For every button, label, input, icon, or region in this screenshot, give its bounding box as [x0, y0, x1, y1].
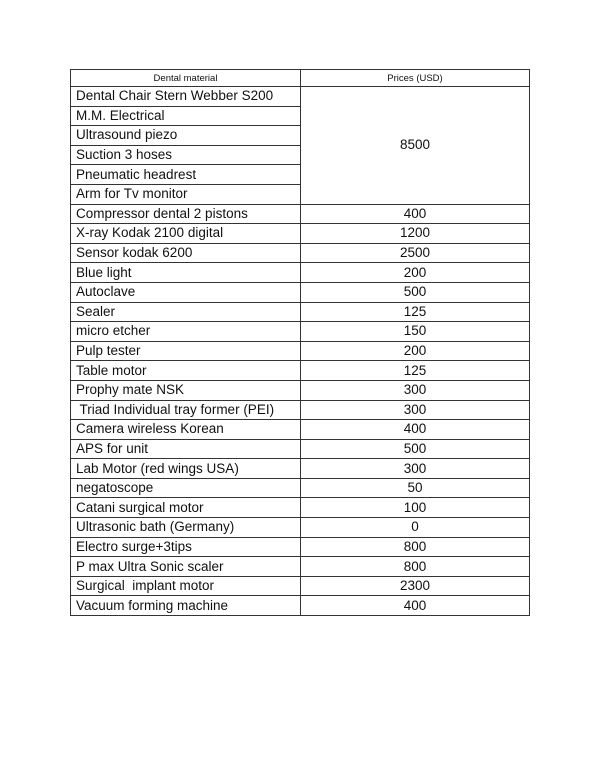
material-name: Lab Motor (red wings USA) [70, 458, 301, 479]
price-table: Dental material Prices (USD) Dental Chai… [70, 69, 530, 617]
material-name: Pulp tester [70, 340, 301, 362]
material-name: P max Ultra Sonic scaler [70, 556, 301, 577]
table-row: Triad Individual tray former (PEI) 300 [70, 399, 530, 421]
material-name: Surgical implant motor [70, 575, 301, 597]
material-name: Ultrasound piezo [70, 125, 301, 146]
table-row: Pulp tester 200 [70, 340, 530, 362]
table-row: negatoscope 50 [70, 477, 530, 499]
table-row: Ultrasonic bath (Germany) 0 [70, 517, 530, 538]
table-row: Catani surgical motor 100 [70, 497, 530, 519]
table-row: Lab Motor (red wings USA) 300 [70, 458, 530, 479]
price-value: 100 [300, 497, 530, 519]
material-name: Ultrasonic bath (Germany) [70, 517, 301, 538]
table-row: Camera wireless Korean 400 [70, 419, 530, 440]
material-name: Sealer [70, 301, 301, 323]
material-name: Electro surge+3tips [70, 536, 301, 558]
material-name: Sensor kodak 6200 [70, 242, 301, 264]
table-row: APS for unit 500 [70, 438, 530, 460]
material-name: Triad Individual tray former (PEI) [70, 399, 301, 421]
table-row: Dental Chair Stern Webber S200 8500 [70, 86, 530, 205]
material-name: Vacuum forming machine [70, 595, 301, 617]
price-value: 400 [300, 595, 530, 617]
price-value: 2500 [300, 242, 530, 264]
price-value: 0 [300, 517, 530, 538]
material-name: Catani surgical motor [70, 497, 301, 519]
material-name: M.M. Electrical [70, 105, 301, 127]
table-row: Sensor kodak 6200 2500 [70, 242, 530, 264]
table-row: Table motor 125 [70, 360, 530, 381]
price-value: 500 [300, 438, 530, 460]
table-row: Vacuum forming machine 400 [70, 595, 530, 617]
price-value: 200 [300, 262, 530, 283]
material-name: Blue light [70, 262, 301, 283]
table-row: Electro surge+3tips 800 [70, 536, 530, 558]
header-prices: Prices (USD) [300, 69, 530, 87]
price-value: 2300 [300, 575, 530, 597]
table-row: Ultrasound piezo [70, 125, 530, 146]
material-name: micro etcher [70, 321, 301, 342]
price-value: 300 [300, 379, 530, 401]
material-name: APS for unit [70, 438, 301, 460]
table-row: Prophy mate NSK 300 [70, 379, 530, 401]
price-value: 150 [300, 321, 530, 342]
price-value: 300 [300, 399, 530, 421]
price-value: 400 [300, 203, 530, 225]
price-value: 800 [300, 556, 530, 577]
table-row: Blue light 200 [70, 262, 530, 283]
material-name: Compressor dental 2 pistons [70, 203, 301, 225]
material-name: X-ray Kodak 2100 digital [70, 223, 301, 244]
material-name: Prophy mate NSK [70, 379, 301, 401]
table-row: Sealer 125 [70, 301, 530, 323]
material-name: Autoclave [70, 281, 301, 303]
price-value: 800 [300, 536, 530, 558]
price-value: 1200 [300, 223, 530, 244]
price-value: 125 [300, 301, 530, 323]
table-row: Compressor dental 2 pistons 400 [70, 203, 530, 225]
material-name: Arm for Tv monitor [70, 183, 301, 205]
material-name: Pneumatic headrest [70, 164, 301, 185]
table-row: micro etcher 150 [70, 321, 530, 342]
material-name: Camera wireless Korean [70, 419, 301, 440]
table-row: Surgical implant motor 2300 [70, 575, 530, 597]
table-row: X-ray Kodak 2100 digital 1200 [70, 223, 530, 244]
price-value: 50 [300, 477, 530, 499]
header-row: Dental material Prices (USD) [70, 69, 530, 87]
price-value: 200 [300, 340, 530, 362]
price-value: 500 [300, 281, 530, 303]
table-row: Autoclave 500 [70, 281, 530, 303]
material-name: Suction 3 hoses [70, 144, 301, 166]
price-value: 300 [300, 458, 530, 479]
price-value: 400 [300, 419, 530, 440]
price-value: 8500 [300, 86, 530, 205]
material-name: Table motor [70, 360, 301, 381]
material-name: Dental Chair Stern Webber S200 [70, 86, 301, 107]
price-value: 125 [300, 360, 530, 381]
material-name: negatoscope [70, 477, 301, 499]
table-row: P max Ultra Sonic scaler 800 [70, 556, 530, 577]
header-dental-material: Dental material [70, 69, 301, 87]
